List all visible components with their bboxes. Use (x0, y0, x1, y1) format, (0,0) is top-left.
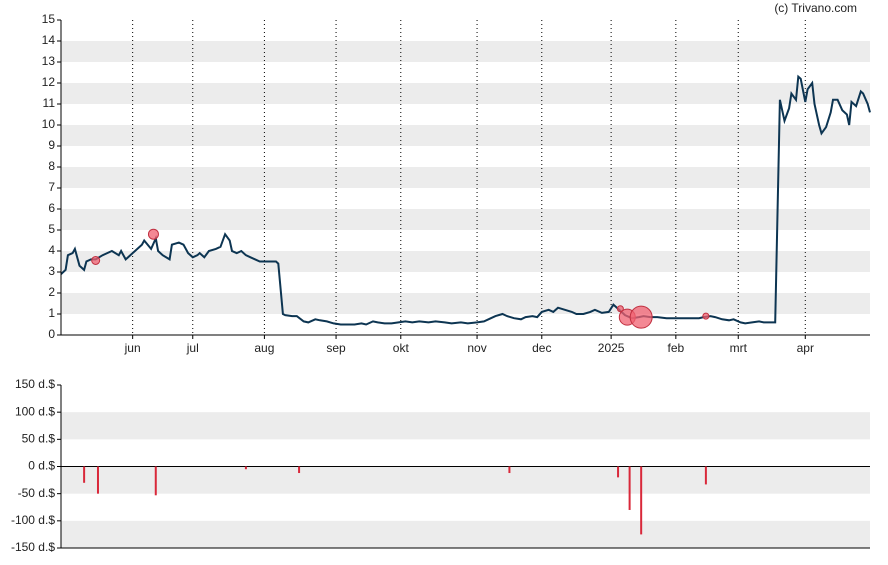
y-tick-label: 15 (42, 12, 56, 26)
y-tick-label: 14 (42, 33, 56, 47)
trade-bubble (91, 255, 101, 265)
bar (244, 466, 247, 470)
y-tick-label: 1 (48, 306, 55, 320)
y-tick-label: 7 (48, 180, 55, 194)
x-tick-label: dec (532, 341, 551, 355)
x-tick-label: mrt (730, 341, 748, 355)
grid-band (61, 83, 870, 104)
y-tick-label: 12 (42, 75, 56, 89)
y-tick-label: 13 (42, 54, 56, 68)
trade-bubble (702, 312, 710, 320)
trade-bubble (616, 305, 624, 313)
bar (154, 466, 157, 496)
bar (640, 466, 643, 535)
grid-band (61, 209, 870, 230)
y-tick-label: 4 (48, 243, 55, 257)
x-tick-label: jul (186, 341, 199, 355)
y-tick-label: 50 d.$ (22, 432, 56, 446)
grid-band (61, 466, 870, 494)
bar (617, 466, 620, 478)
x-tick-label: nov (467, 341, 486, 355)
y-tick-label: 8 (48, 159, 55, 173)
x-tick-label: sep (326, 341, 346, 355)
trade-bubble (629, 305, 653, 329)
bar (508, 466, 511, 474)
x-tick-label: feb (667, 341, 684, 355)
grid-band (61, 41, 870, 62)
y-tick-label: -100 d.$ (11, 513, 55, 527)
grid-band (61, 167, 870, 188)
y-tick-label: 10 (42, 117, 56, 131)
source-credit: (c) Trivano.com (774, 1, 857, 15)
bar (628, 466, 631, 510)
trade-bubble (147, 228, 159, 240)
bar (298, 466, 301, 474)
grid-band (61, 293, 870, 314)
x-tick-label: okt (393, 341, 410, 355)
grid-band (61, 251, 870, 272)
grid-band (61, 520, 870, 548)
y-tick-label: 0 d.$ (28, 459, 55, 473)
y-tick-label: 100 d.$ (15, 404, 55, 418)
grid-band (61, 125, 870, 146)
y-tick-label: 5 (48, 222, 55, 236)
x-tick-label: jun (124, 341, 141, 355)
y-tick-label: 2 (48, 285, 55, 299)
grid-band (61, 412, 870, 440)
y-tick-label: 150 d.$ (15, 377, 55, 391)
y-tick-label: -50 d.$ (18, 486, 56, 500)
bar (96, 466, 99, 494)
bar (704, 466, 707, 485)
bar (83, 466, 86, 483)
y-tick-label: -150 d.$ (11, 540, 55, 554)
y-tick-label: 6 (48, 201, 55, 215)
x-tick-label: apr (797, 341, 814, 355)
y-tick-label: 3 (48, 264, 55, 278)
x-tick-label: aug (254, 341, 274, 355)
y-tick-label: 9 (48, 138, 55, 152)
y-tick-label: 0 (48, 327, 55, 341)
price-line (60, 74, 871, 326)
x-tick-label: 2025 (598, 341, 625, 355)
y-tick-label: 11 (43, 96, 56, 110)
